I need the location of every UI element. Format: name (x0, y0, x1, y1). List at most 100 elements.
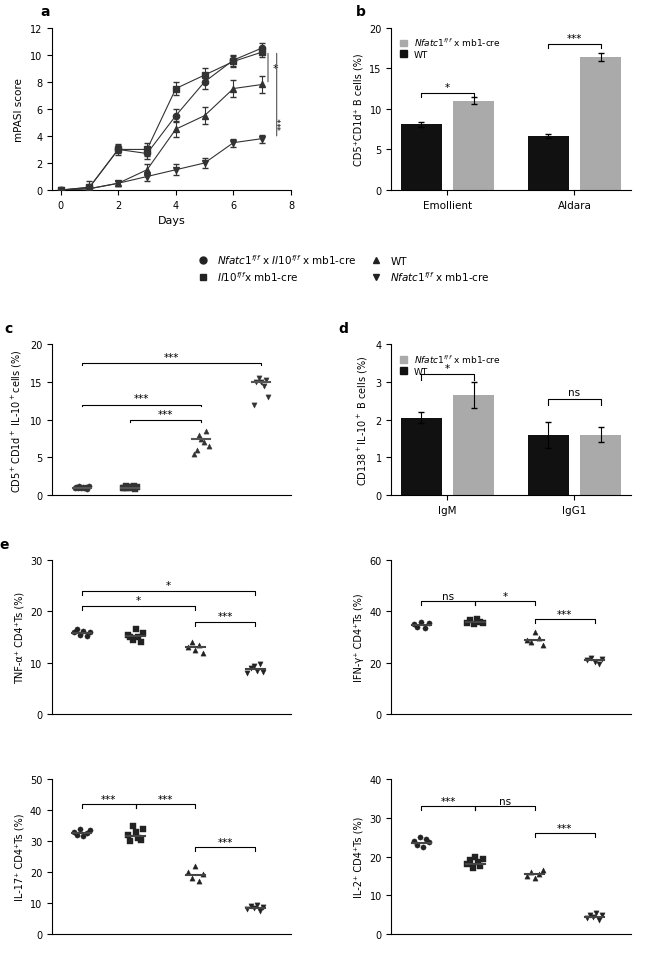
Point (420, 620, 430, 636)
Point (70, 480, 80, 496)
Text: d: d (339, 322, 349, 335)
Text: ***: *** (218, 837, 233, 847)
Text: *: * (166, 580, 171, 590)
Point (71, 479, 81, 495)
Text: ***: *** (557, 823, 573, 833)
Point (526, 864, 536, 880)
Point (255, 657, 265, 672)
Point (84, 625, 95, 640)
Point (75, 627, 86, 642)
Point (263, 390, 274, 405)
Point (127, 480, 137, 496)
Point (81, 480, 91, 496)
Point (526, 635, 536, 650)
Point (119, 480, 129, 496)
Point (194, 874, 205, 889)
Point (421, 832, 431, 847)
Point (84, 822, 95, 838)
Text: ***: *** (278, 117, 287, 130)
Text: c: c (4, 322, 12, 335)
Bar (580, 58, 621, 191)
Point (258, 899, 268, 914)
Point (597, 908, 608, 923)
Legend: $Nfatc1^{f/f}$ x mb1-cre, WT: $Nfatc1^{f/f}$ x mb1-cre, WT (396, 350, 504, 380)
Point (136, 635, 146, 650)
Point (534, 866, 544, 882)
Point (467, 861, 478, 876)
Text: *: * (445, 363, 450, 374)
Point (69, 824, 79, 840)
Point (249, 397, 259, 413)
Text: ***: *** (158, 409, 174, 419)
Point (465, 853, 475, 868)
Point (191, 443, 202, 458)
Point (530, 870, 540, 885)
Point (415, 830, 425, 845)
Text: ***: *** (218, 611, 233, 621)
Point (586, 651, 596, 666)
Point (79, 480, 90, 496)
Point (194, 428, 204, 443)
Legend: $Nfatc1^{f/f}$ x $Il10^{f/f}$ x mb1-cre, $Il10^{f/f}$x mb1-cre, WT, $Nfatc1^{f/f: $Nfatc1^{f/f}$ x $Il10^{f/f}$ x mb1-cre,… (192, 253, 490, 283)
Text: ns: ns (442, 591, 454, 601)
Y-axis label: IFN-γ⁺ CD4⁺Ts (%): IFN-γ⁺ CD4⁺Ts (%) (354, 593, 364, 681)
Point (418, 840, 428, 855)
Text: ***: *** (101, 794, 116, 803)
Text: b: b (356, 5, 365, 19)
Point (522, 633, 532, 648)
Point (245, 660, 255, 676)
Point (597, 652, 608, 667)
Point (125, 480, 136, 496)
Point (245, 899, 255, 914)
Point (530, 625, 540, 640)
Y-axis label: IL-2⁺ CD4⁺Ts (%): IL-2⁺ CD4⁺Ts (%) (354, 816, 364, 898)
Text: ***: *** (567, 34, 582, 45)
Point (258, 378, 268, 394)
Point (582, 653, 592, 668)
Point (478, 616, 488, 631)
Point (424, 616, 434, 631)
Y-axis label: CD5⁺CD1d⁺ B cells (%): CD5⁺CD1d⁺ B cells (%) (354, 53, 364, 166)
Point (593, 657, 604, 672)
Point (538, 862, 548, 878)
Point (198, 645, 209, 660)
Point (411, 838, 422, 853)
Bar (580, 436, 621, 496)
Point (138, 821, 149, 837)
Y-axis label: CD138$^+$IL-10$^+$ B cells (%): CD138$^+$IL-10$^+$ B cells (%) (356, 355, 370, 485)
Point (590, 655, 600, 670)
Text: ***: *** (164, 353, 179, 362)
Point (465, 613, 476, 628)
Point (416, 615, 426, 630)
Point (251, 375, 261, 390)
Point (138, 626, 149, 641)
Y-axis label: TNF-α⁺ CD4⁺Ts (%): TNF-α⁺ CD4⁺Ts (%) (14, 592, 24, 683)
Point (123, 627, 133, 642)
Point (201, 424, 211, 439)
Point (78, 623, 88, 639)
Point (128, 633, 138, 648)
X-axis label: Days: Days (158, 216, 185, 226)
Point (131, 824, 141, 840)
Point (473, 855, 483, 870)
Point (254, 371, 264, 386)
Point (252, 663, 262, 679)
Point (588, 909, 598, 924)
Point (84, 479, 94, 495)
Point (190, 642, 201, 658)
Point (123, 827, 133, 842)
Text: *: * (272, 64, 278, 74)
Point (255, 903, 265, 919)
Text: a: a (40, 5, 49, 19)
Point (585, 907, 595, 923)
Point (203, 439, 214, 455)
Text: *: * (502, 591, 508, 601)
Point (81, 628, 92, 643)
Bar (453, 102, 494, 191)
Point (122, 481, 133, 497)
Point (538, 638, 548, 653)
Point (194, 638, 205, 653)
Text: ns: ns (499, 796, 511, 806)
Point (129, 479, 139, 495)
Point (198, 866, 209, 882)
